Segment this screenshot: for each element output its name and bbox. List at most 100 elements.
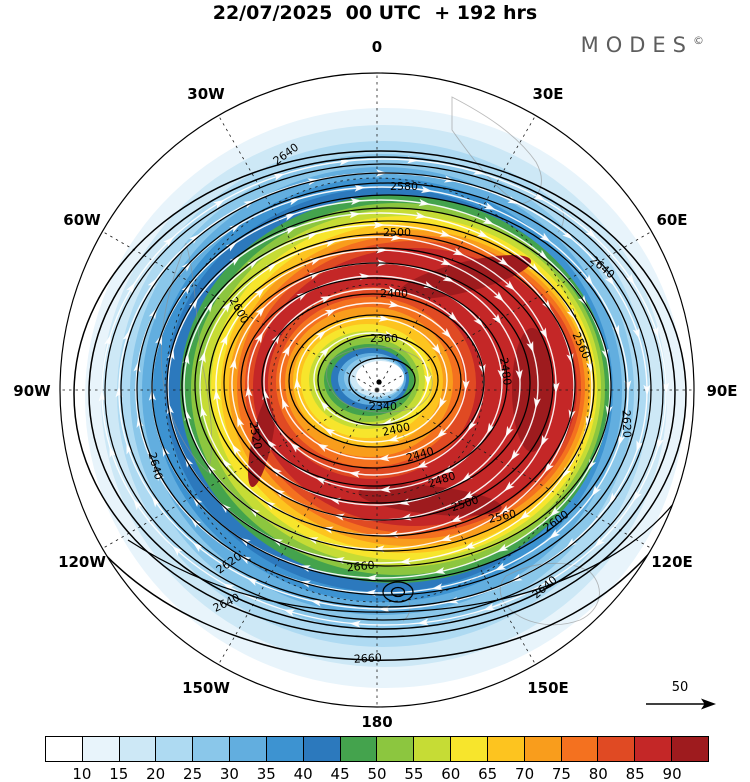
colorbar-cell [230,737,267,761]
streamline-arrow-icon [519,510,531,520]
colorbar-cell [487,737,525,761]
streamline-arrow-icon [229,223,241,233]
shading-shell [356,361,404,393]
streamline [279,302,467,460]
height-contour [261,293,485,469]
map-interior [60,73,694,707]
streamline-arrow-icon [493,291,504,302]
graticule-radial [102,389,378,549]
streamline-arrow-icon [379,485,391,493]
streamline-arrow-icon [315,477,327,485]
streamline-arrow-icon [533,397,541,409]
streamline-arrow-icon [271,467,282,477]
streamline-arrow-icon [442,274,455,283]
streamline-arrow-icon [290,442,301,453]
streamline-arrow-icon [566,538,577,549]
streamline-arrow-icon [381,418,394,426]
colorbar-cell [524,737,562,761]
streamline-arrow-icon [483,603,496,611]
colorbar-cell [561,737,599,761]
contour-label: 2560 [487,507,517,526]
streamline-arrow-icon [476,229,489,238]
streamline-arrow-icon [440,257,453,266]
longitude-label-30E: 30E [532,85,563,103]
streamline-arrow-icon [315,330,327,340]
streamline-arrow-icon [272,173,285,181]
streamline-arrow-icon [486,422,496,435]
streamline [247,275,503,491]
colorbar-cells [45,736,709,762]
streamline-arrow-icon [441,328,452,339]
contour-label: 2360 [370,332,398,345]
height-contour [120,172,652,608]
longitude-label-60E: 60E [656,211,687,229]
streamline-arrow-icon [184,456,194,468]
streamline-arrow-icon [288,198,300,206]
chart-title: 22/07/2025 00 UTC + 192 hrs [212,2,538,24]
streamline-arrow-icon [348,470,361,478]
streamline-arrow-icon [236,416,245,428]
streamline-arrow-icon [200,406,208,418]
coastline [499,562,600,626]
colorbar-tick-label: 90 [662,765,682,782]
streamline-arrow-icon [418,199,430,207]
contour-label: 2660 [346,559,375,575]
streamline-arrow-icon [609,492,619,504]
contour-label: 2520 [247,420,265,450]
streamline-arrow-icon [222,458,232,470]
streamline-arrow-icon [190,517,201,528]
height-contour [166,207,612,567]
streamline-arrow-icon [439,229,452,237]
streamline-arrow-icon [387,434,400,442]
reference-vector: 50 [646,680,716,710]
colorbar-tick-label: 70 [515,765,535,782]
streamline-arrow-icon [591,485,601,497]
colorbar-cell [672,737,708,761]
streamline-arrow-icon [378,314,390,322]
streamline-arrow-icon [497,543,509,553]
streamline-arrow-icon [539,232,551,243]
streamline-arrow-icon [587,458,597,471]
streamline-arrow-icon [499,505,511,515]
height-contour [317,334,439,426]
streamline-arrow-icon [533,192,545,201]
colorbar-tick-label: 15 [109,765,129,782]
shading-shell [248,393,276,487]
streamline [167,212,593,564]
streamline-arrow-icon [254,287,265,298]
longitude-label-120W: 120W [58,553,106,571]
longitude-label-30W: 30W [187,85,225,103]
streamline-arrow-icon [293,377,302,390]
colorbar-cell [635,737,673,761]
streamline-arrow-icon [198,351,206,363]
streamline-arrow-icon [505,425,514,438]
longitude-label-180: 180 [361,713,392,731]
streamline-arrow-icon [399,557,411,565]
streamline-arrow-icon [349,620,361,628]
height-contour [136,182,640,596]
streamline-arrow-icon [585,228,596,239]
small-high-contour [382,581,414,603]
streamline-arrow-icon [543,575,555,585]
coastline [326,346,433,413]
streamline-arrow-icon [373,221,385,229]
streamline-arrow-icon [324,309,337,317]
height-contours [61,150,694,661]
colorbar-tick-label: 10 [72,765,92,782]
streamline-arrow-icon [283,213,296,221]
contour-label: 2660 [353,651,382,665]
streamline-arrow-icon [220,334,228,346]
colorbar-tick-label: 60 [441,765,461,782]
modes-logo: MODES© [581,33,704,57]
streamline-arrow-icon [232,444,242,456]
vortex-center-dot [376,379,382,385]
colorbar-tick-label: 50 [367,765,387,782]
contour-label: 2400 [381,420,411,439]
colorbar-tick-label: 45 [330,765,350,782]
colorbar-tick-label: 75 [551,765,571,782]
streamline-arrow-icon [566,308,576,320]
streamline-arrow-icon [323,427,336,437]
streamline-arrow-icon [549,529,561,539]
contour-label: 2500 [383,226,411,239]
